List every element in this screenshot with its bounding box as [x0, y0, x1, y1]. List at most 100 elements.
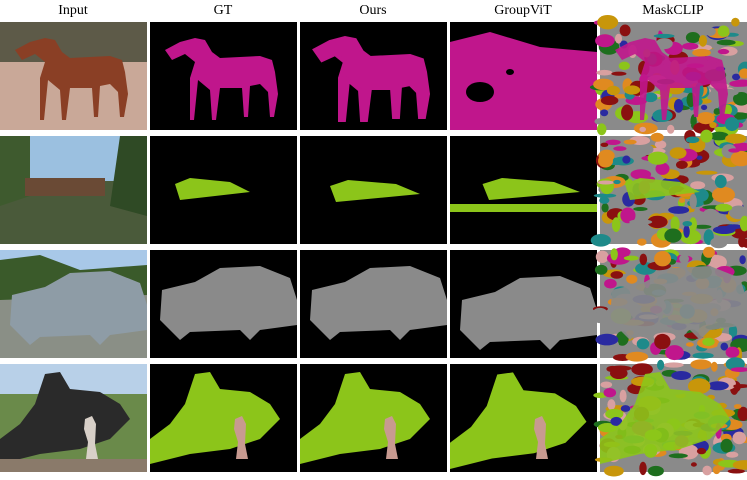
noise-patch	[606, 85, 620, 96]
noise-patch	[604, 278, 617, 289]
noise-patch	[739, 215, 747, 232]
noise-patch	[738, 236, 747, 248]
noise-patch	[693, 224, 712, 229]
ours-mask	[300, 364, 447, 472]
noise-patch	[728, 205, 747, 220]
noise-patch	[657, 359, 665, 371]
noise-patch	[702, 465, 712, 476]
gt-mask	[150, 136, 297, 244]
noise-patch	[621, 104, 634, 121]
noise-patch	[682, 221, 693, 227]
column-headers: Input GT Ours GroupViT MaskCLIP	[58, 3, 704, 18]
noise-patch	[605, 408, 624, 420]
input-image	[0, 22, 147, 130]
noise-patch	[728, 324, 738, 339]
noise-patch	[610, 271, 624, 279]
noise-patch	[613, 179, 621, 185]
noise-patch	[633, 207, 648, 211]
noise-patch	[639, 253, 648, 266]
noise-patch	[655, 162, 670, 175]
noise-patch	[668, 453, 688, 459]
noise-patch	[720, 438, 733, 453]
ours-mask	[300, 22, 447, 130]
noise-patch	[595, 34, 615, 48]
noise-patch	[679, 122, 692, 127]
noise-patch	[730, 367, 747, 372]
noise-patch	[597, 180, 615, 185]
noise-patch	[607, 399, 616, 411]
noise-patch	[654, 251, 672, 267]
noise-patch	[595, 333, 619, 346]
noise-patch	[709, 121, 717, 129]
noise-patch	[673, 99, 684, 113]
noise-patch	[698, 35, 707, 47]
ours-mask	[300, 250, 447, 358]
noise-patch	[667, 124, 675, 134]
ours-mask	[300, 136, 447, 244]
noise-patch	[626, 274, 638, 284]
noise-patch	[593, 311, 611, 323]
noise-patch	[594, 118, 606, 125]
noise-patch	[717, 25, 730, 37]
maskclip-mask	[589, 15, 747, 136]
noise-patch	[689, 217, 697, 232]
noise-patch	[650, 132, 664, 142]
noise-patch	[679, 254, 689, 264]
noise-patch	[600, 95, 619, 106]
noise-patch	[664, 228, 682, 243]
noise-patch	[685, 136, 700, 144]
groupvit-mask	[450, 22, 597, 130]
noise-patch	[714, 174, 727, 189]
noise-patch	[683, 224, 690, 238]
gt-mask	[150, 22, 297, 130]
noise-patch	[690, 462, 697, 467]
noise-patch	[711, 361, 718, 372]
noise-patch	[596, 123, 607, 136]
noise-patch	[594, 264, 608, 275]
noise-patch	[647, 203, 659, 211]
noise-patch	[732, 431, 747, 445]
noise-patch	[624, 85, 641, 95]
noise-patch	[643, 92, 658, 103]
noise-patch	[669, 147, 687, 159]
noise-patch	[732, 73, 741, 81]
groupvit-mask	[450, 250, 597, 358]
noise-patch	[629, 219, 653, 225]
column-header: GroupViT	[494, 3, 552, 18]
noise-patch	[633, 122, 658, 135]
noise-patch	[678, 197, 686, 203]
noise-patch	[613, 146, 627, 151]
noise-patch	[715, 203, 733, 212]
noise-patch	[603, 388, 617, 398]
noise-patch	[655, 38, 673, 50]
noise-patch	[610, 416, 623, 426]
noise-patch	[702, 208, 719, 221]
noise-patch	[598, 154, 613, 168]
noise-patch	[620, 405, 631, 412]
noise-patch	[670, 216, 680, 232]
input-image	[0, 136, 147, 244]
column-header: GT	[214, 3, 233, 18]
noise-patch	[685, 32, 701, 44]
noise-patch	[654, 333, 671, 350]
noise-patch	[639, 461, 647, 476]
noise-patch	[717, 48, 730, 55]
noise-patch	[731, 17, 740, 27]
noise-patch	[600, 109, 609, 117]
groupvit-mask	[450, 364, 597, 472]
noise-patch	[665, 345, 684, 361]
noise-patch	[647, 465, 664, 477]
noise-patch	[712, 226, 736, 234]
noise-patch	[690, 181, 706, 190]
noise-patch	[596, 69, 613, 76]
noise-patch	[600, 381, 613, 388]
maskclip-mask	[591, 246, 747, 363]
noise-patch	[604, 465, 624, 477]
noise-patch	[704, 27, 716, 36]
noise-patch	[647, 215, 668, 229]
noise-patch	[611, 217, 621, 233]
noise-patch	[702, 337, 715, 347]
noise-patch	[620, 207, 636, 224]
noise-patch	[593, 193, 617, 198]
noise-patch	[725, 133, 747, 144]
